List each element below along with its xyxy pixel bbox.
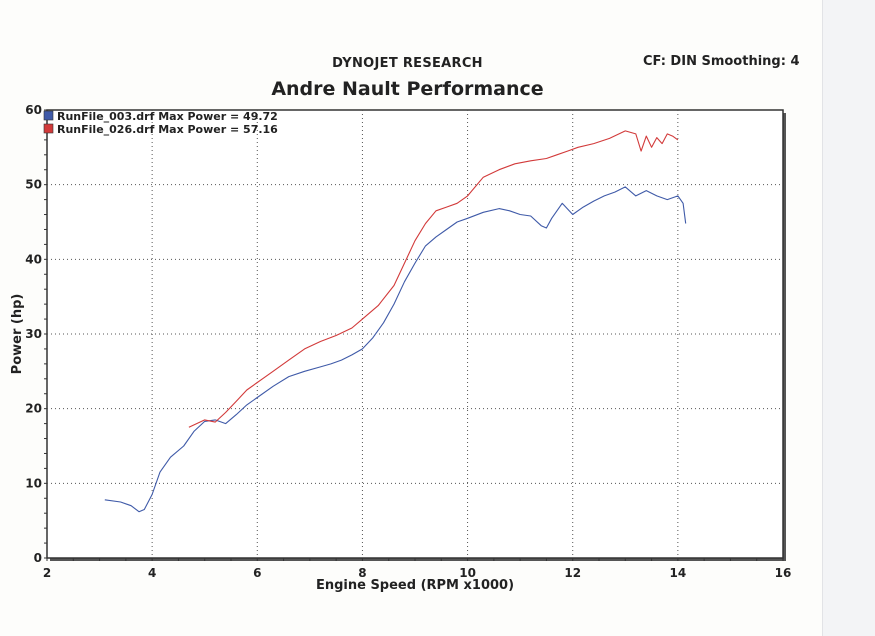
x-tick-label: 14	[670, 566, 687, 580]
x-tick-label: 8	[358, 566, 366, 580]
series-lines	[104, 130, 687, 513]
series-line-1	[104, 186, 687, 513]
x-axis-label: Engine Speed (RPM x1000)	[316, 578, 514, 593]
company-name: DYNOJET RESEARCH	[332, 56, 483, 71]
legend-swatch-2	[43, 123, 54, 134]
y-tick-label: 50	[25, 178, 42, 192]
x-tick-label: 2	[43, 566, 51, 580]
y-tick-label: 60	[25, 103, 42, 117]
chart-title: Andre Nault Performance	[271, 78, 544, 100]
x-tick-label: 6	[253, 566, 261, 580]
chart-legend: RunFile_003.drf Max Power = 49.72RunFile…	[43, 110, 278, 136]
y-tick-label: 30	[25, 327, 42, 341]
x-tick-label: 16	[775, 566, 792, 580]
plot-frame	[46, 109, 786, 561]
series-line-2	[188, 130, 679, 428]
scan-edge	[822, 0, 875, 636]
legend-label-1: RunFile_003.drf Max Power = 49.72	[57, 110, 278, 123]
axis-ticks: 2 4 6 8 10 12 14 16 0 10 20 30 40 50 60	[25, 103, 791, 580]
y-axis-label: Power (hp)	[10, 294, 25, 375]
y-tick-label: 40	[25, 252, 42, 266]
x-tick-label: 12	[564, 566, 581, 580]
chart-grid	[47, 110, 783, 558]
x-tick-label: 4	[148, 566, 156, 580]
legend-swatch-1	[43, 110, 54, 121]
y-tick-label: 10	[25, 476, 42, 490]
x-tick-label: 10	[459, 566, 476, 580]
correction-factor-info: CF: DIN Smoothing: 4	[643, 54, 800, 69]
legend-label-2: RunFile_026.drf Max Power = 57.16	[57, 123, 278, 136]
y-tick-label: 0	[34, 551, 42, 565]
y-tick-label: 20	[25, 402, 42, 416]
